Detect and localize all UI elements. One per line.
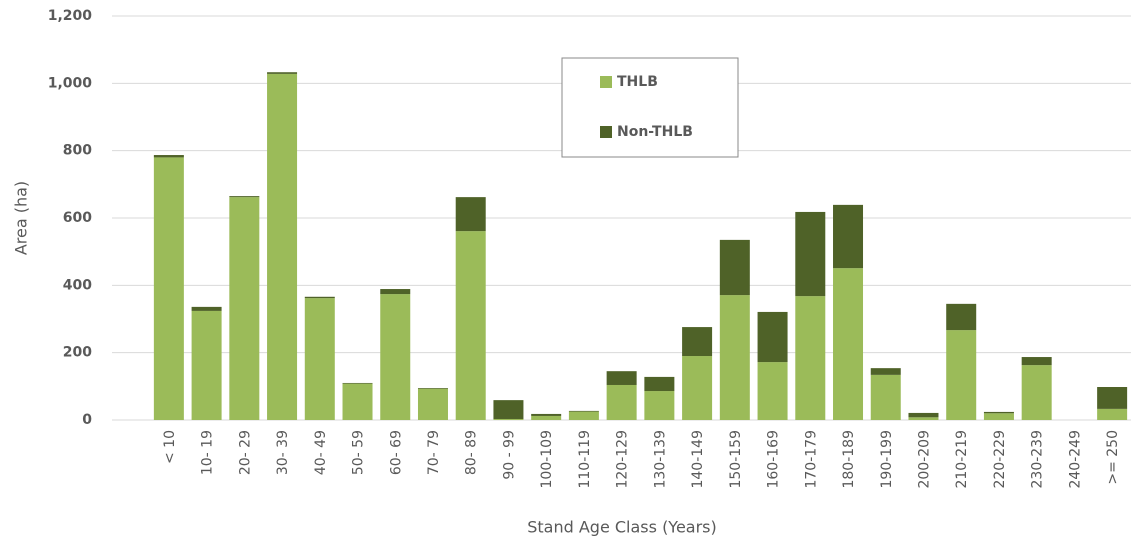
bar-segment [531,415,562,420]
bar-segment [1097,387,1128,409]
bar-segment [870,368,901,375]
x-tick-label: 190-199 [879,430,895,489]
y-tick-label: 0 [82,412,92,428]
bar-segment [229,197,260,420]
legend-swatch [600,76,612,88]
x-tick-label: 20- 29 [237,430,253,475]
x-tick-label: 140-149 [690,430,706,489]
y-tick-label: 800 [63,143,92,159]
bar-segment [568,411,599,420]
bar-segment [417,388,448,420]
x-tick-label: 120-129 [615,430,631,489]
x-tick-label: >= 250 [1105,430,1121,485]
bar-segment [1021,357,1052,366]
x-axis-title: Stand Age Class (Years) [527,518,717,537]
bar-segment [304,298,335,420]
legend-label: THLB [617,74,658,90]
x-tick-label: 70- 79 [426,430,442,475]
bar-segment [191,310,222,420]
x-tick-label: 200-209 [916,430,932,489]
x-tick-label: 90 - 99 [501,430,517,480]
bar-segment [946,303,977,331]
x-tick-label: 230-239 [1030,430,1046,489]
x-tick-label: 50- 59 [351,430,367,475]
x-tick-label: 80- 89 [464,430,480,475]
bar-segment [795,211,826,297]
y-axis-title: Area (ha) [12,181,31,255]
x-tick-label: 150-159 [728,430,744,489]
bar-segment [908,412,939,418]
x-tick-label: < 10 [162,430,178,464]
bar-segment [380,289,411,295]
bar-segment [908,417,939,420]
bar-segment [304,296,335,299]
x-tick-label: 220-229 [992,430,1008,489]
bar-segment [493,400,524,419]
bar-segment [983,411,1014,414]
bar-segment [267,72,298,74]
bar-segment [606,384,637,420]
x-tick-label: 10- 19 [200,430,216,475]
bar-segment [455,231,486,420]
x-tick-label: 40- 49 [313,430,329,475]
bar-segment [682,327,713,357]
x-tick-label: 160-169 [766,430,782,489]
bar-segment [1097,408,1128,420]
bar-segment [719,239,750,296]
x-tick-label: 30- 39 [275,430,291,475]
y-tick-label: 400 [63,277,92,293]
bar-segment [983,413,1014,420]
bar-segment [833,268,864,420]
bar-segment [833,204,864,269]
bar-segment [757,362,788,420]
x-tick-label: 170-179 [803,430,819,489]
bar-segment [342,382,373,384]
bar-segment [946,330,977,420]
bar-segment [606,371,637,385]
bar-segment [682,356,713,420]
y-tick-label: 600 [63,210,92,226]
x-tick-label: 180-189 [841,430,857,489]
bar-segment [757,311,788,363]
bar-segment [1021,365,1052,420]
bar-segment [644,376,675,392]
x-tick-label: 130-139 [652,430,668,489]
x-tick-label: 210-219 [954,430,970,489]
x-tick-label: 60- 69 [388,430,404,475]
legend-label: Non-THLB [617,124,693,140]
bar-segment [380,294,411,420]
bar-segment [531,413,562,416]
bar-segment [153,155,184,158]
y-tick-label: 1,000 [48,75,93,91]
bar-segment [870,374,901,420]
x-tick-label: 110-119 [577,430,593,489]
bar-segment [493,418,524,420]
bar-segment [191,306,222,311]
bar-segment [153,157,184,420]
bar-segment [229,196,260,198]
bar-segment [644,391,675,420]
x-tick-label: 100-109 [539,430,555,489]
y-tick-label: 200 [63,345,92,361]
bar-segment [417,388,448,389]
y-tick-label: 1,200 [48,8,93,24]
x-tick-label: 240-249 [1067,430,1083,489]
bar-segment [342,383,373,420]
bar-segment [719,295,750,420]
bar-segment [568,410,599,412]
bar-segment [267,73,298,420]
bar-segment [455,197,486,232]
legend-box [561,57,739,158]
bar-segment [795,296,826,420]
legend-swatch [600,126,612,138]
